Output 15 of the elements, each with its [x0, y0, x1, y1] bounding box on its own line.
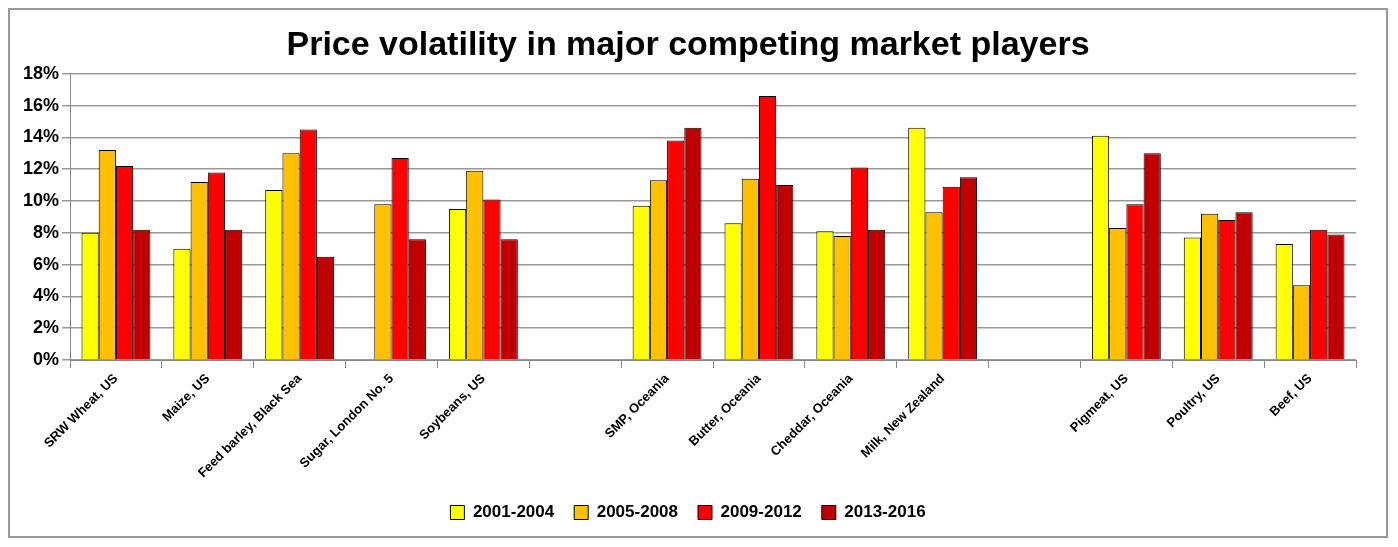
y-tick-label: 10%	[23, 189, 60, 210]
y-tick-label: 0%	[33, 348, 60, 369]
y-tick-label: 14%	[23, 126, 60, 147]
legend-label: 2001-2004	[472, 502, 555, 522]
y-tick-label: 12%	[23, 158, 60, 179]
y-tick-label: 6%	[33, 253, 60, 274]
y-tick-label: 4%	[33, 285, 60, 306]
y-tick-label: 16%	[23, 94, 60, 115]
y-tick-label: 2%	[33, 317, 60, 338]
y-tick-label: 8%	[33, 221, 60, 242]
legend-label: 2013-2016	[844, 502, 926, 522]
chart-title: Price volatility in major competing market players	[286, 23, 1090, 62]
legend-label: 2009-2012	[720, 502, 802, 522]
y-tick-label: 18%	[23, 62, 60, 83]
legend-label: 2005-2008	[596, 502, 679, 522]
